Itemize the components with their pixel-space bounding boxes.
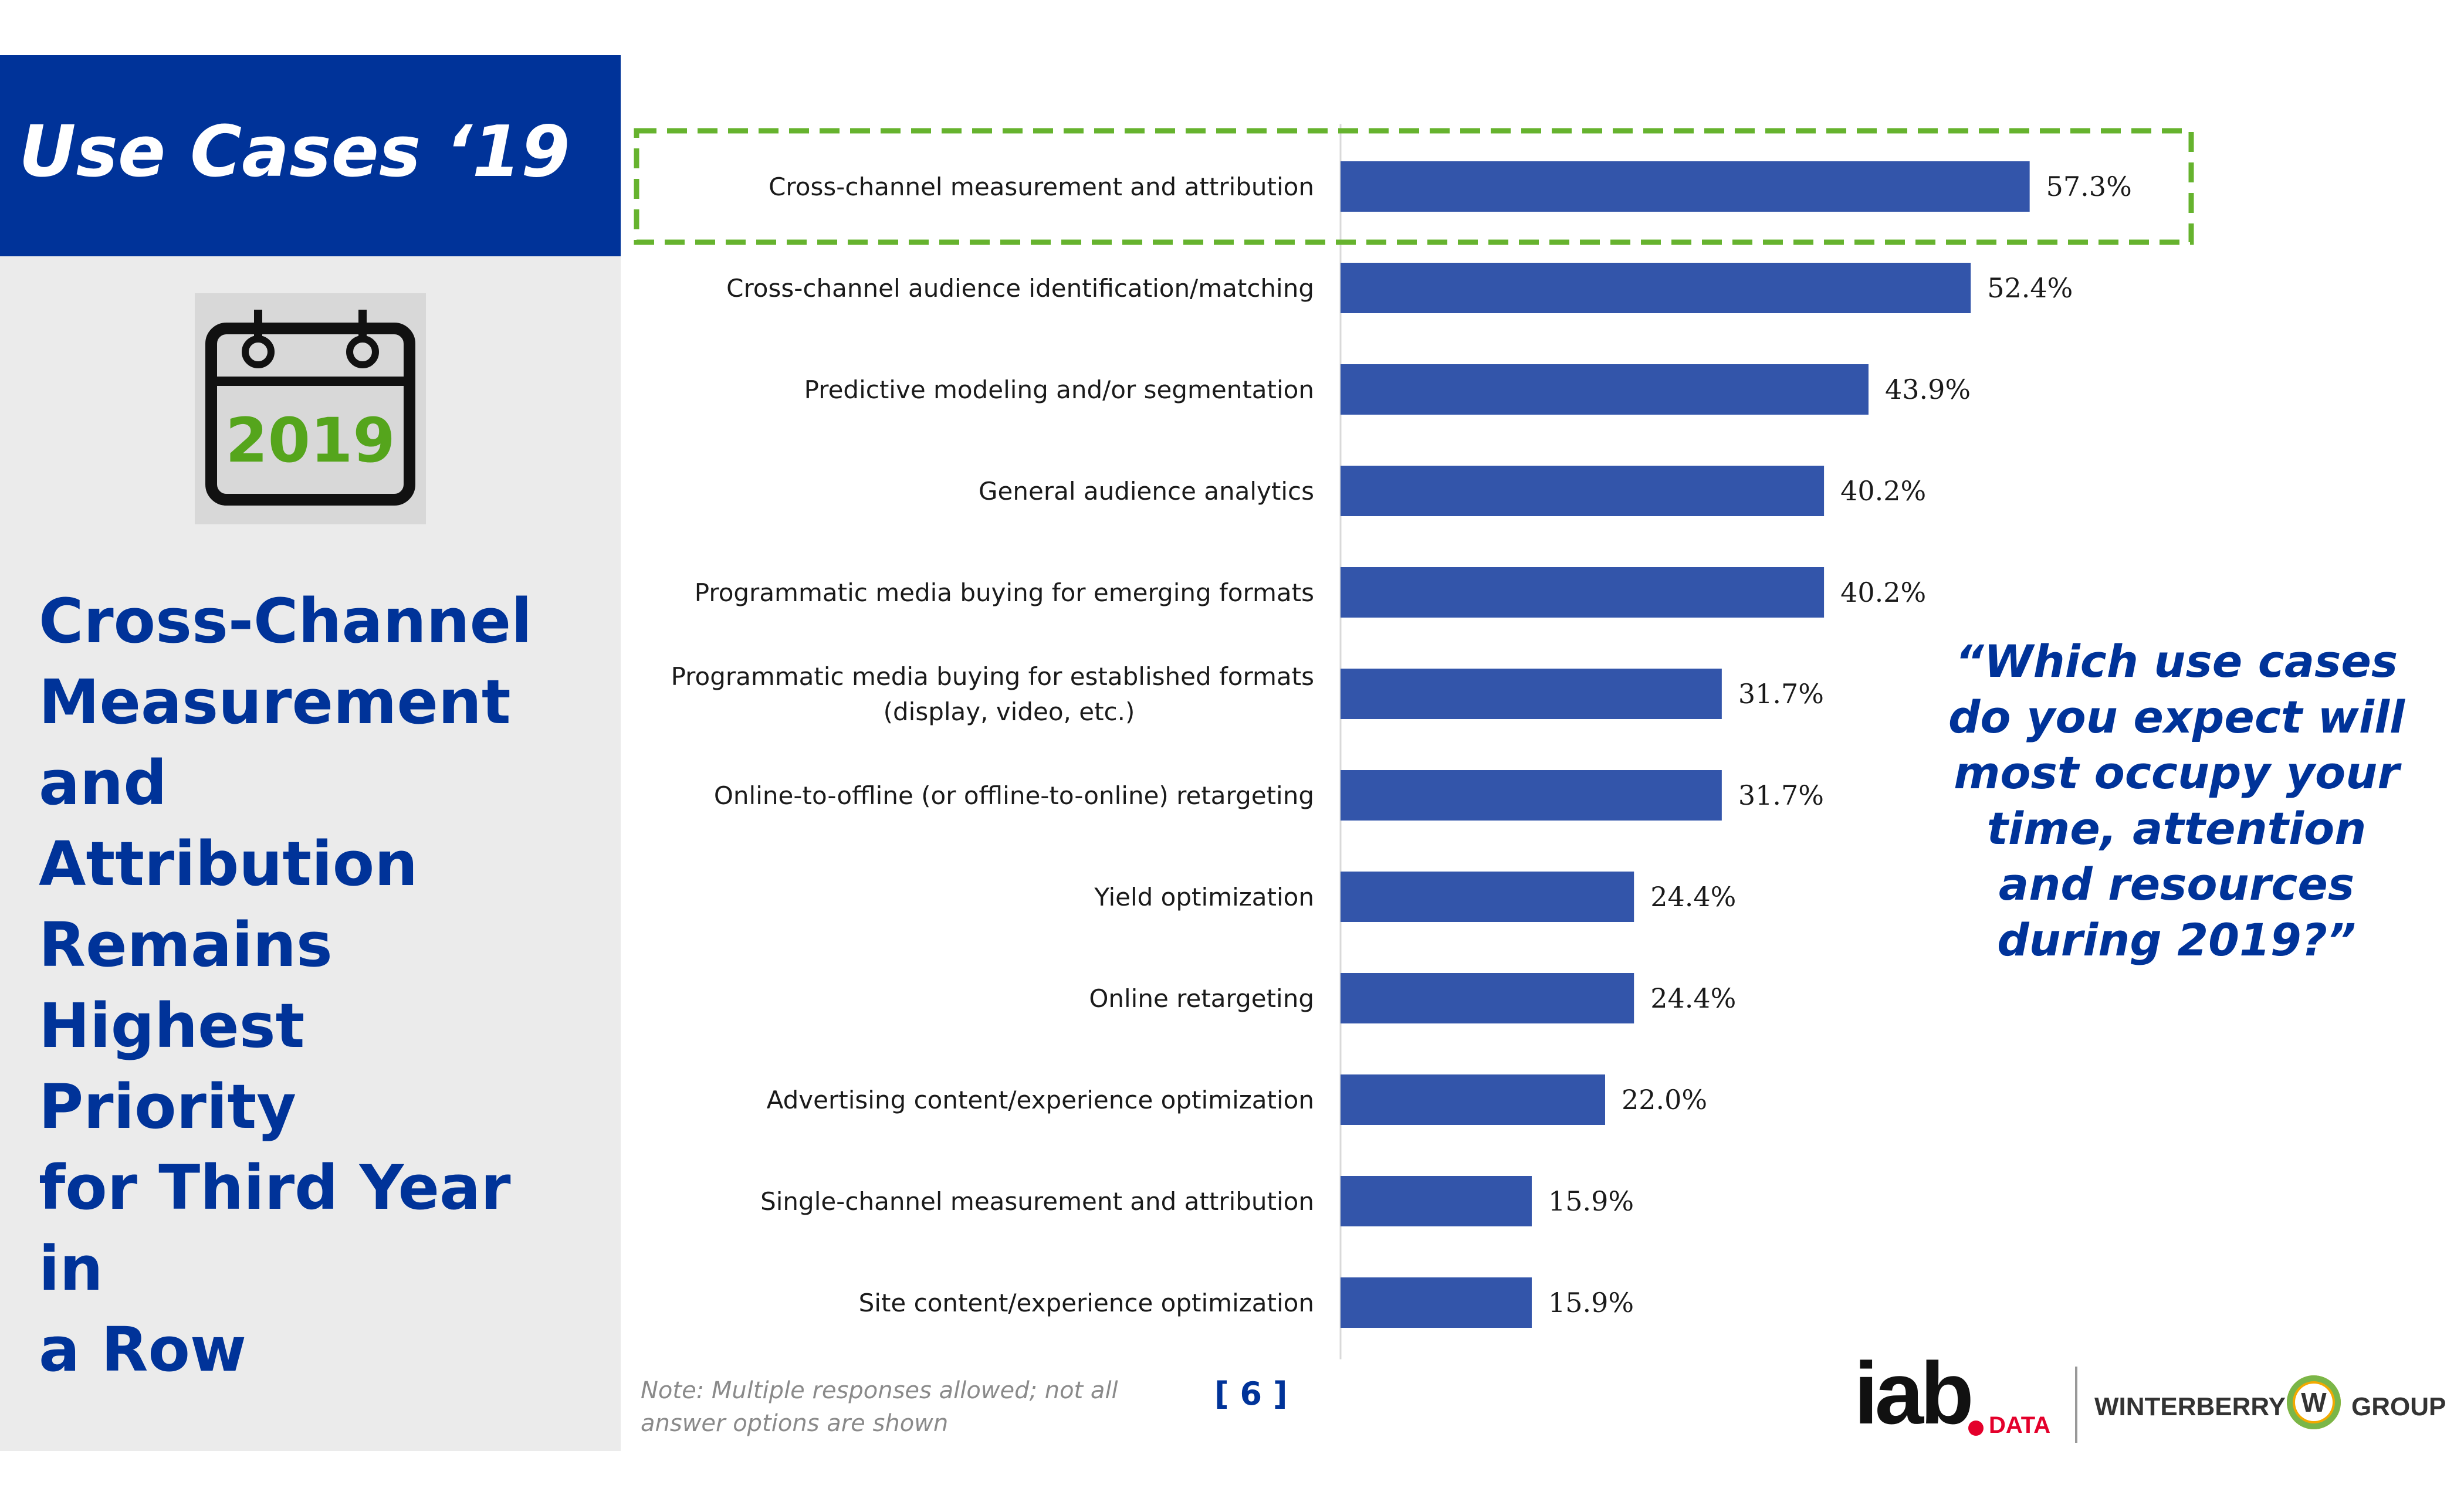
category-label: Advertising content/experience optimizat…	[767, 1086, 1314, 1114]
headline-line: Remains	[39, 909, 333, 981]
category-label: General audience analytics	[979, 477, 1314, 506]
bar	[1341, 466, 1825, 516]
headline-line: Cross-Channel	[39, 585, 532, 657]
category-label: Online retargeting	[1089, 984, 1314, 1013]
page-number: [ 6 ]	[1214, 1375, 1288, 1412]
highlight-box	[634, 128, 2194, 245]
survey-question-quote: “Which use cases do you expect will most…	[1948, 635, 2405, 966]
bar	[1341, 669, 1722, 719]
slide-title: Use Cases ‘19	[19, 111, 570, 193]
calendar-icon-box: 2019	[195, 293, 426, 524]
bar	[1341, 1074, 1605, 1125]
left-sidebar	[0, 55, 621, 1451]
category-label: Yield optimization	[1094, 883, 1314, 911]
headline-line: for Third Year in	[39, 1152, 511, 1304]
category-label: (display, video, etc.)	[884, 697, 1135, 726]
headline-line: Measurement	[39, 666, 511, 738]
bar	[1341, 872, 1634, 922]
data-label: 40.2%	[1840, 475, 1926, 507]
category-label: Programmatic media buying for emerging f…	[695, 578, 1314, 607]
data-label: 24.4%	[1650, 881, 1736, 913]
bar	[1341, 161, 2030, 212]
iab-logo: iab	[1854, 1344, 1974, 1442]
data-label: 52.4%	[1987, 272, 2073, 304]
data-label: 43.9%	[1885, 374, 1971, 405]
bar	[1341, 567, 1825, 618]
data-label: 31.7%	[1738, 779, 1824, 811]
winterberry-logo-text: WINTERBERRY	[2094, 1392, 2286, 1421]
iab-data-label: DATA	[1989, 1412, 2051, 1438]
bar	[1341, 1277, 1532, 1328]
headline-line: Highest Priority	[39, 990, 305, 1143]
headline: Cross-Channel Measurement and Attributio…	[39, 581, 567, 1390]
calendar-year: 2019	[225, 405, 395, 476]
category-label: Single-channel measurement and attributi…	[760, 1187, 1314, 1216]
category-label: Programmatic media buying for establishe…	[671, 662, 1314, 691]
data-label: 24.4%	[1650, 982, 1736, 1014]
headline-line: a Row	[39, 1314, 246, 1385]
data-label: 22.0%	[1622, 1084, 1707, 1116]
iab-logo-dot	[1968, 1421, 1984, 1436]
footnote: Note: Multiple responses allowed; not al…	[641, 1377, 1118, 1437]
bar	[1341, 364, 1869, 415]
data-label: 31.7%	[1738, 678, 1824, 710]
data-label: 57.3%	[2046, 171, 2132, 202]
logo-divider	[2075, 1367, 2077, 1443]
category-label: Online-to-offline (or offline-to-online)…	[714, 781, 1314, 810]
category-label: Cross-channel measurement and attributio…	[769, 172, 1314, 201]
group-logo-text: GROUP	[2351, 1392, 2446, 1421]
winterberry-logo-letter: W	[2295, 1384, 2333, 1421]
calendar-icon	[205, 310, 415, 506]
bar	[1341, 1176, 1532, 1226]
bar	[1341, 973, 1634, 1023]
data-label: 15.9%	[1548, 1287, 1634, 1318]
category-label: Cross-channel audience identification/ma…	[726, 274, 1314, 303]
winterberry-logo-mark: W	[2287, 1375, 2341, 1429]
data-label: 40.2%	[1840, 577, 1926, 608]
headline-line: and Attribution	[39, 747, 418, 900]
data-label: 15.9%	[1548, 1185, 1634, 1217]
category-label: Site content/experience optimization	[859, 1289, 1314, 1317]
bar	[1341, 770, 1722, 821]
category-label: Predictive modeling and/or segmentation	[804, 375, 1314, 404]
title-bar	[0, 55, 621, 256]
bar	[1341, 263, 1971, 313]
